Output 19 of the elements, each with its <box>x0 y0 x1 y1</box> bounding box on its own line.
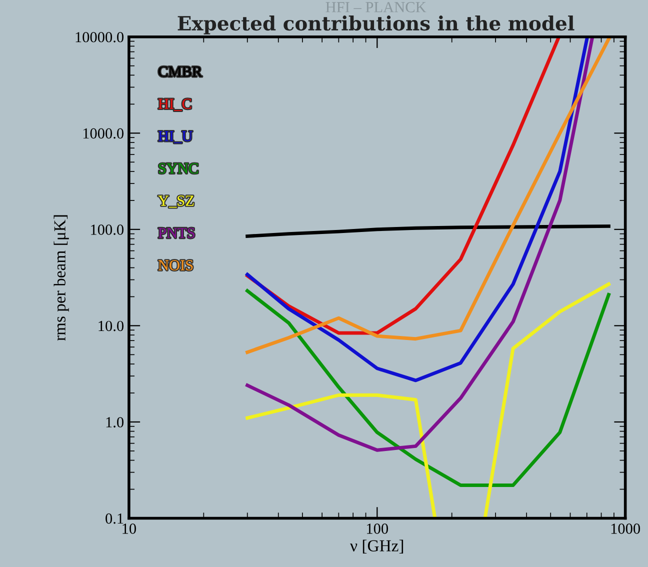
y-tick-label: 10.0 <box>98 320 124 332</box>
chart-title: Expected contributions in the model <box>178 16 574 34</box>
y-axis-title: rms per beam [μK] <box>54 215 69 341</box>
text: Y_SZ <box>158 196 194 208</box>
text: HI_U <box>158 131 192 144</box>
y-tick-label: 1000.0 <box>83 128 124 139</box>
x-tick-label: 10 <box>122 524 136 534</box>
y-tick-label: 10000.0 <box>76 32 124 42</box>
text: NOIS <box>158 260 193 270</box>
x-axis-title: ν [GHz] <box>350 540 404 554</box>
y-tick-label: 0.1 <box>106 513 124 524</box>
text: SYNC <box>159 163 198 174</box>
y-tick-label: 100.0 <box>91 224 124 235</box>
text: PNTS <box>158 228 194 238</box>
x-tick-label: 100 <box>367 524 388 534</box>
text: CMBR <box>158 66 202 77</box>
text: HI_C <box>158 98 192 111</box>
y-tick-label: 1.0 <box>106 417 124 428</box>
x-tick-label: 1000 <box>611 524 640 534</box>
